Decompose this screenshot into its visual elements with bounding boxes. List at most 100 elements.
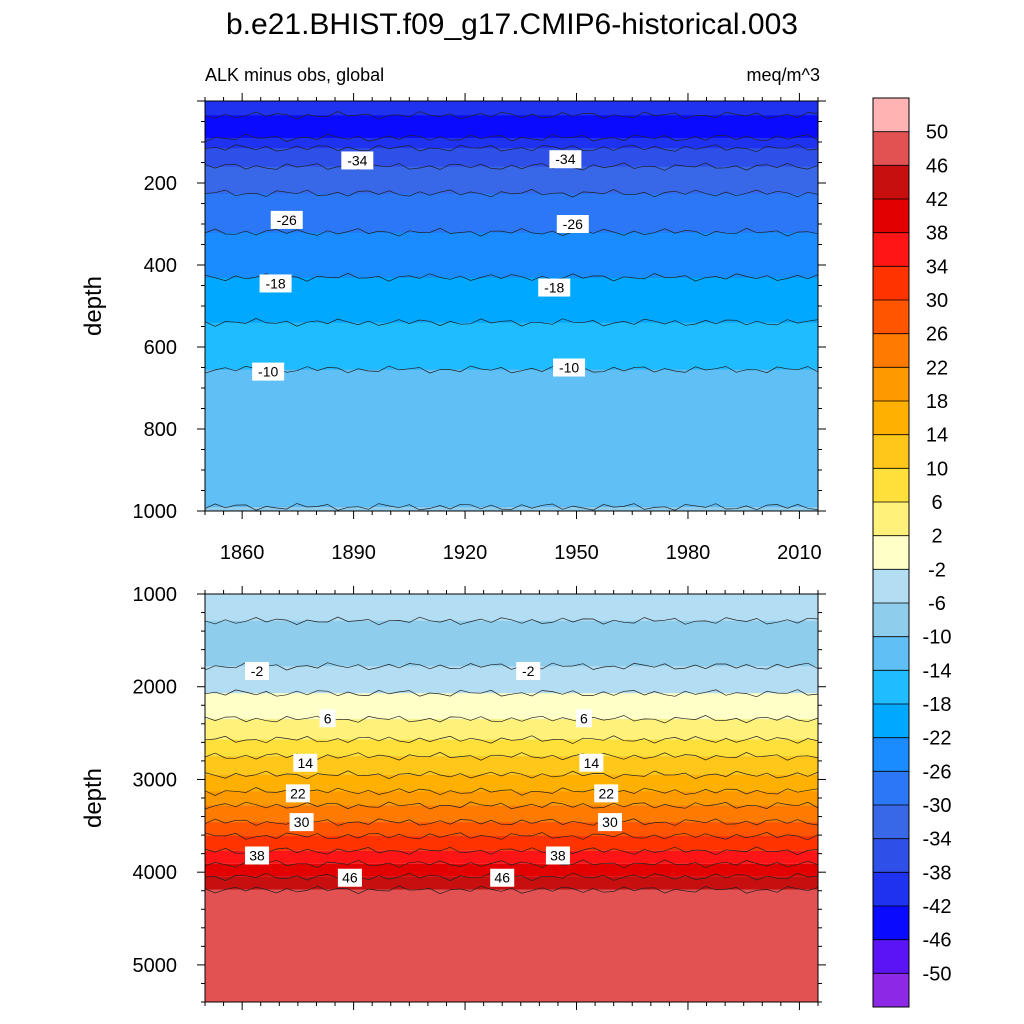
contour-label: 14 [579,753,604,772]
contour-label: 38 [245,846,270,865]
colorbar-label: -30 [923,795,952,817]
colorbar-label: -14 [923,660,952,682]
colorbar-swatch [873,872,909,907]
colorbar-label: 38 [926,223,948,245]
contour-label-text: 38 [249,847,265,863]
contour-band [205,166,818,194]
contour-label-text: -10 [258,364,278,380]
contour-label-text: 14 [584,755,600,771]
x-tick-label: 1890 [331,542,376,564]
colorbar-label: 14 [926,425,948,447]
colorbar-label: 50 [926,122,948,144]
contour-band [205,137,818,149]
contour-label: -10 [553,358,586,377]
contour-band [205,719,818,740]
contour-label: -26 [556,215,589,233]
contour-line [205,616,818,626]
colorbar-swatch [873,973,909,1008]
colorbar-label: -38 [923,862,952,884]
colorbar-label: 22 [926,357,948,379]
contour-line [205,735,818,744]
contour-band [205,889,818,1002]
contour-label: 46 [337,868,362,887]
contour-line [205,133,818,143]
contour-band [205,774,818,792]
colorbar-swatch [873,737,909,772]
units-label: meq/m^3 [747,65,820,85]
colorbar-swatch [873,535,909,570]
contour-label-text: 30 [602,814,618,830]
contour-label: 30 [289,813,314,832]
y-tick-label: 2000 [133,677,178,699]
y-tick-label: 5000 [133,955,178,977]
contour-label: 6 [575,709,592,728]
lower-y-axis-label: depth [80,768,107,828]
contour-label-text: -34 [347,152,367,168]
colorbar-swatch [873,569,909,604]
colorbar-swatch [873,401,909,436]
colorbar-label: -10 [923,627,952,649]
contour-label: -26 [270,210,303,229]
colorbar-swatch [873,838,909,873]
y-tick-label: 400 [144,255,177,277]
colorbar-swatch [873,636,909,671]
colorbar-label: 30 [926,290,948,312]
colorbar-swatch [873,670,909,705]
contour-label-text: -10 [559,360,579,376]
contour-line [205,662,818,671]
contour-band [205,193,818,233]
contour-line [205,272,818,282]
colorbar-label: -34 [923,829,952,851]
x-tick-label: 1950 [554,542,599,564]
colorbar-swatch [873,805,909,840]
contour-band [205,232,818,278]
contour-label-text: -18 [265,275,285,291]
contour-label: 14 [293,753,318,772]
colorbar: 50 46 42 38 34 30 26 22 18 14 10 6 2 -2 -6 -10 -14 -18 -22… [872,97,952,1008]
contour-band [205,620,818,667]
contour-label-text: 6 [324,710,332,726]
colorbar-label: -42 [923,896,952,918]
contour-label-text: -26 [563,216,583,232]
contour-line [205,111,818,120]
colorbar-swatch [873,300,909,335]
contour-label-text: -2 [522,663,535,679]
contour-band [205,115,818,138]
colorbar-swatch [873,603,909,638]
y-tick-label: 4000 [133,862,178,884]
colorbar-label: -18 [923,694,952,716]
colorbar-label: -46 [923,930,952,952]
contour-label-text: -34 [555,151,575,167]
contour-label-text: 14 [298,755,314,771]
colorbar-label: -22 [923,728,952,750]
contour-line [205,318,818,327]
contour-band [205,322,818,370]
contour-label-text: -18 [544,280,564,296]
colorbar-swatch [873,771,909,806]
colorbar-swatch [873,98,909,133]
contour-line [205,801,818,810]
colorbar-label: 34 [926,256,948,278]
x-tick-label: 2010 [777,542,822,564]
colorbar-swatch [873,199,909,234]
contour-band [205,822,818,837]
contour-band [205,693,818,720]
contour-line [205,227,818,237]
upper-contour-panel: -34 -34 -26 -26 -18 -18 -10 -10 200 400 600 800 1000… [133,93,826,564]
contour-label-text: 38 [550,847,566,863]
contour-line [205,189,818,198]
contour-line [205,715,818,724]
contour-label: 38 [545,846,570,865]
contour-line [205,770,818,780]
contour-line [205,885,818,895]
colorbar-swatch [873,232,909,267]
contour-label-text: 46 [342,870,358,886]
upper-y-axis-label: depth [80,276,107,336]
colorbar-label: -50 [923,963,952,985]
colorbar-swatch [873,468,909,503]
contour-line [205,689,818,698]
contour-label: 6 [319,709,336,728]
y-tick-label: 1000 [133,584,178,606]
contour-label-text: 30 [294,814,310,830]
contour-label: 22 [285,784,310,803]
